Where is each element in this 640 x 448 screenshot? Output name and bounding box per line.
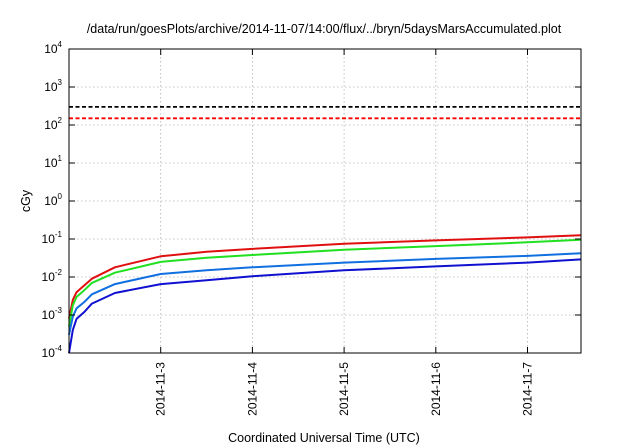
y-tick-label: 10-4	[42, 344, 63, 360]
x-tick-label: 2014-11-3	[154, 362, 168, 416]
x-tick-label: 2014-11-7	[521, 362, 535, 416]
reference-lines	[69, 105, 581, 120]
y-tick-label: 103	[44, 78, 62, 94]
y-tick-label: 10-2	[42, 268, 63, 284]
grid	[69, 49, 581, 353]
chart-title: /data/run/goesPlots/archive/2014-11-07/1…	[87, 22, 562, 36]
y-tick-label: 100	[44, 192, 62, 208]
series-lines	[68, 234, 582, 354]
x-axis-label: Coordinated Universal Time (UTC)	[228, 431, 420, 445]
series-line	[68, 234, 582, 319]
x-tick-label: 2014-11-5	[337, 362, 351, 416]
y-axis-label: cGy	[19, 189, 33, 212]
y-tick-label: 104	[44, 40, 62, 56]
y-tick-label: 10-3	[42, 306, 63, 322]
y-tick-label: 102	[44, 116, 62, 132]
y-axis-ticks: 10-4 10-3 10-2 10-1 100 101 102 103 104	[42, 40, 581, 360]
y-tick-label: 10-1	[42, 230, 63, 246]
series-line	[68, 258, 582, 354]
series-line	[68, 252, 582, 336]
x-axis-ticks: 2014-11-3 2014-11-4 2014-11-5 2014-11-6 2014…	[154, 49, 535, 416]
x-tick-label: 2014-11-4	[245, 362, 259, 416]
series-line	[68, 238, 582, 327]
y-tick-label: 101	[44, 154, 62, 170]
x-tick-label: 2014-11-6	[429, 362, 443, 416]
